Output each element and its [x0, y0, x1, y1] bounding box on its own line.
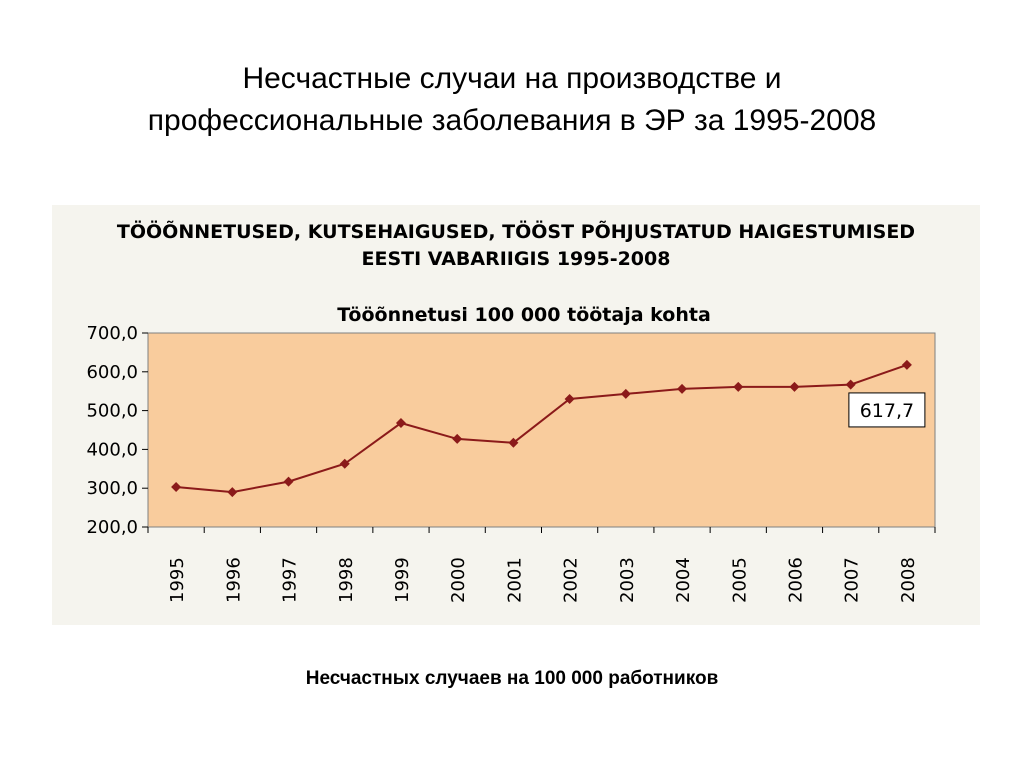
y-tick-label: 600,0	[86, 362, 138, 383]
data-point	[620, 388, 631, 399]
x-tick-label: 2004	[673, 557, 694, 603]
chart-heading-line-2: EESTI VABARIIGIS 1995-2008	[361, 248, 671, 270]
chart-heading: TÖÖÕNNETUSED, KUTSEHAIGUSED, TÖÖST PÕHJU…	[52, 219, 980, 273]
data-point	[564, 393, 575, 404]
y-tick-label: 300,0	[86, 478, 138, 499]
y-tick-label: 700,0	[86, 323, 138, 344]
x-tick-label: 2001	[504, 557, 525, 603]
data-point	[171, 482, 182, 493]
slide-title-line-2: профессиональные заболевания в ЭР за 199…	[147, 104, 877, 137]
x-tick-label: 1996	[223, 557, 244, 603]
slide-title-line-1: Несчастные случаи на производстве и	[242, 62, 782, 95]
chart-heading-line-1: TÖÖÕNNETUSED, KUTSEHAIGUSED, TÖÖST PÕHJU…	[116, 221, 916, 243]
data-point	[283, 476, 294, 487]
x-tick-label: 2008	[898, 557, 919, 603]
data-label: 617,7	[860, 400, 914, 422]
data-point	[901, 359, 912, 370]
plot-area	[147, 332, 936, 528]
x-tick-label: 1999	[392, 557, 413, 603]
x-tick-label: 1997	[280, 557, 301, 603]
data-point	[339, 458, 350, 469]
data-label-box	[848, 392, 926, 428]
chart-title: Tööõnnetusi 100 000 töötaja kohta	[337, 304, 711, 326]
y-tick-label: 500,0	[86, 401, 138, 422]
y-tick-label: 200,0	[86, 517, 138, 538]
x-tick-label: 2007	[842, 557, 863, 603]
data-point	[452, 433, 463, 444]
x-tick-label: 2003	[617, 557, 638, 603]
data-point	[789, 381, 800, 392]
data-point	[395, 418, 406, 429]
data-point	[677, 383, 688, 394]
line-chart: Tööõnnetusi 100 000 töötaja kohta 200,0 30…	[86, 304, 936, 603]
chart-panel: TÖÖÕNNETUSED, KUTSEHAIGUSED, TÖÖST PÕHJU…	[52, 205, 980, 625]
x-tick-label: 2005	[729, 557, 750, 603]
x-tick-label: 2006	[785, 557, 806, 603]
data-point	[845, 379, 856, 390]
slide-title: Несчастные случаи на производстве и проф…	[0, 58, 1024, 142]
x-tick-label: 1998	[336, 557, 357, 603]
data-point	[733, 381, 744, 392]
x-tick-label: 1995	[167, 557, 188, 603]
x-tick-label: 2000	[448, 557, 469, 603]
slide-caption: Несчастных случаев на 100 000 работников	[305, 668, 719, 689]
data-point	[508, 437, 519, 448]
data-point	[227, 487, 238, 498]
y-tick-label: 400,0	[86, 439, 138, 460]
series-line	[176, 363, 908, 494]
x-tick-label: 2002	[561, 557, 582, 603]
